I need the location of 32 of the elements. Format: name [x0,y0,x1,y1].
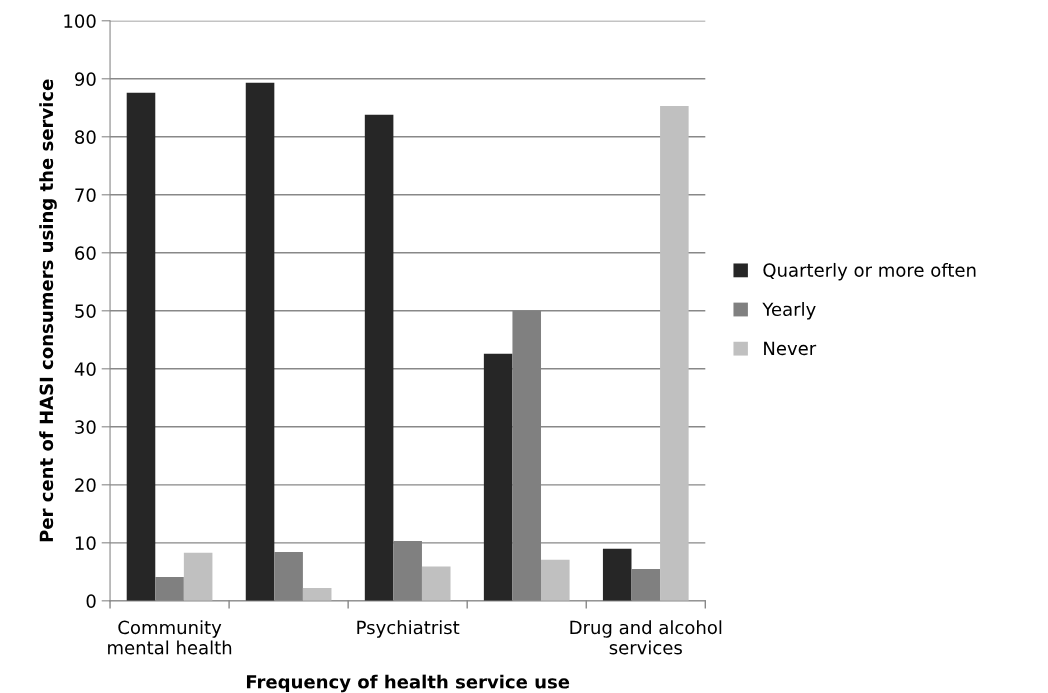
x-tick-label: Psychiatrist [357,620,460,638]
x-tick-label: Drug and alcohol services [570,620,722,655]
y-tick-label: 50 [75,304,96,318]
bar [660,106,689,601]
x-tick-label: Community mental health [108,620,232,655]
legend-label: Quarterly or more often [763,262,976,281]
bar [421,566,451,601]
bar [274,552,303,601]
bar [631,568,661,601]
bar [364,114,394,601]
y-tick-label: 70 [75,188,96,202]
y-tick-label: 10 [75,536,96,550]
bar [483,353,513,601]
bar [541,559,570,601]
y-tick-label: 40 [74,362,96,376]
bar [183,552,213,601]
y-axis-title: Per cent of HASI consumers using the service [39,79,57,542]
x-axis-title: Frequency of health service use [246,674,570,693]
bar [602,548,632,601]
bar [302,588,332,601]
bar [126,92,156,601]
y-tick-label: 0 [86,594,96,608]
legend-label: Yearly [762,302,816,320]
bar [155,577,184,601]
bar [245,82,275,601]
y-tick-label: 60 [75,246,96,260]
y-tick-label: 90 [75,72,96,86]
y-tick-label: 100 [64,14,96,28]
y-tick-label: 20 [75,478,96,492]
y-tick-label: 30 [75,420,96,434]
legend-label: Never [764,341,817,356]
y-tick-label: 80 [75,130,96,144]
